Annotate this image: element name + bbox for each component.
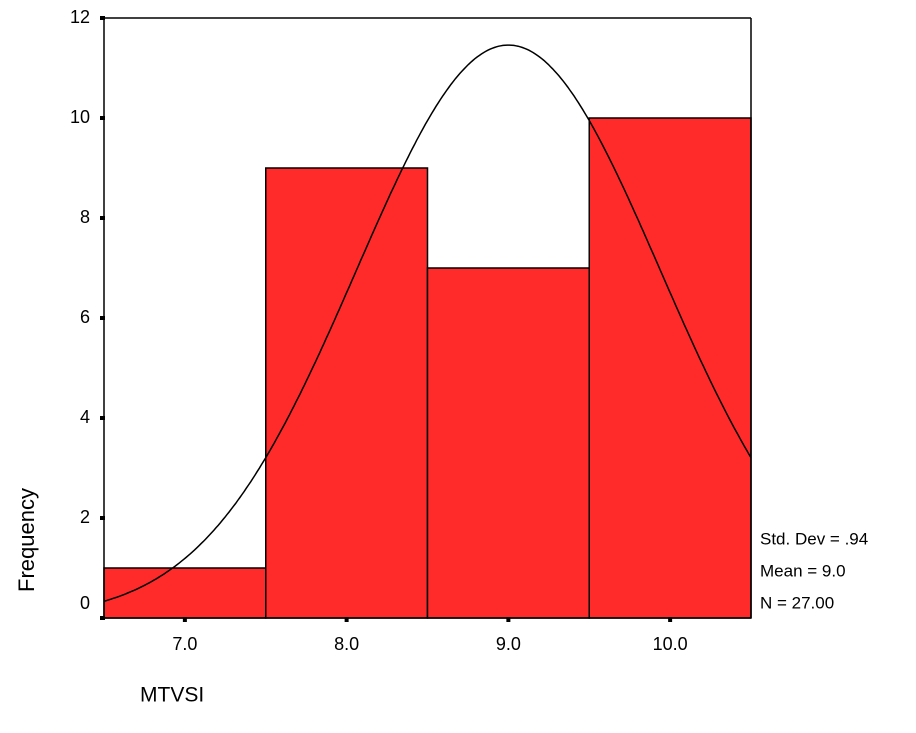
- normal-curve: [103, 44, 752, 603]
- y-tick-label: 6: [80, 307, 90, 327]
- bar: [265, 167, 429, 619]
- x-axis-label: MTVSI: [140, 684, 204, 707]
- y-tick-label: 8: [80, 207, 90, 227]
- y-axis-label: Frequency: [14, 488, 39, 592]
- x-tick-label: 7.0: [172, 634, 197, 654]
- y-tick-label: 4: [80, 407, 90, 427]
- bar: [103, 567, 267, 619]
- x-tick-label: 9.0: [496, 634, 521, 654]
- stat-label: Std. Dev = .94: [760, 529, 868, 548]
- x-tick-label: 10.0: [653, 634, 688, 654]
- y-tick-label: 2: [80, 507, 90, 527]
- bar: [426, 267, 590, 619]
- bar: [588, 117, 752, 619]
- y-tick-label: 0: [80, 593, 90, 613]
- stat-label: N = 27.00: [760, 593, 834, 612]
- y-tick-label: 12: [70, 7, 90, 27]
- x-tick-label: 8.0: [334, 634, 359, 654]
- y-tick-label: 10: [70, 107, 90, 127]
- stat-label: Mean = 9.0: [760, 561, 846, 580]
